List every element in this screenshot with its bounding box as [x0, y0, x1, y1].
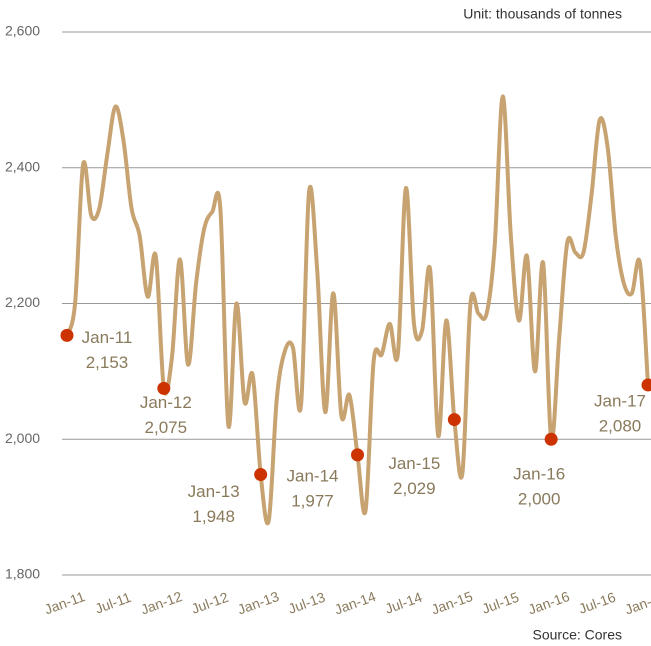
x-tick-label: Jan-16: [526, 588, 572, 618]
x-tick-label: Jan-11: [42, 588, 87, 617]
highlight-dot: [254, 468, 268, 482]
y-tick-label: 2,200: [5, 294, 40, 310]
annotation-date: Jan-17: [594, 391, 646, 410]
x-tick-label: Jul-11: [93, 589, 134, 617]
annotation-date: Jan-13: [188, 482, 240, 501]
y-tick-label: 2,000: [5, 430, 40, 446]
annotation-value: 1,977: [291, 491, 334, 510]
x-tick-label: Jan-13: [235, 588, 281, 618]
x-tick-label: Jan-17: [623, 588, 651, 618]
highlight-dot: [641, 378, 651, 392]
x-tick-label: Jul-13: [286, 589, 328, 617]
annotation-date: Jan-14: [287, 466, 339, 485]
annotation-date: Jan-12: [140, 393, 192, 412]
x-tick-label: Jul-12: [189, 589, 231, 617]
line: [65, 94, 650, 526]
annotation-value: 2,075: [145, 418, 188, 437]
x-tick-label: Jan-14: [332, 588, 378, 618]
x-tick-label: Jul-15: [480, 589, 522, 617]
annotation-value: 2,000: [518, 490, 561, 509]
x-tick-label: Jan-12: [139, 588, 185, 618]
highlight-dot: [351, 448, 364, 462]
annotation-value: 2,029: [393, 479, 436, 498]
highlight-dot: [447, 413, 461, 427]
highlight-dot: [60, 328, 74, 342]
y-tick-label: 2,600: [5, 23, 40, 39]
annotation-value: 2,153: [86, 353, 129, 372]
y-tick-label: 1,800: [5, 566, 40, 582]
x-tick-label: Jul-14: [383, 589, 425, 617]
annotation-value: 2,080: [599, 416, 642, 435]
annotation-date: Jan-15: [388, 454, 440, 473]
unit-note: Unit: thousands of tonnes: [463, 6, 622, 22]
x-tick-label: Jan-15: [429, 588, 475, 618]
highlight-dot: [544, 432, 558, 446]
source: Source: Cores: [533, 627, 622, 643]
y-tick-label: 2,400: [5, 158, 40, 174]
highlight-dot: [157, 381, 171, 395]
annotation-value: 1,948: [192, 507, 235, 526]
x-tick-label: Jul-16: [576, 589, 618, 617]
annotation-date: Jan-16: [513, 465, 565, 484]
annotation-date: Jan-11: [82, 328, 133, 347]
